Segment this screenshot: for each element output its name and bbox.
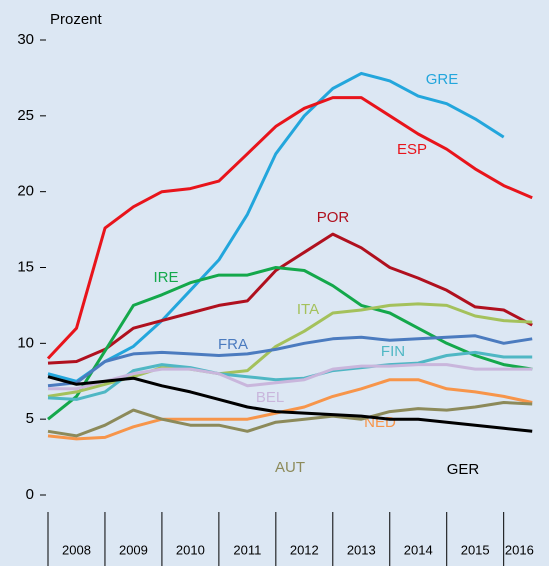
series-line [48,363,533,391]
series-label: GRE [426,71,459,88]
series-label: BEL [256,389,284,406]
series-label: AUT [275,459,305,476]
y-tick-label: 10 [17,334,34,351]
series-label: ITA [297,301,319,318]
x-tick-label: 2010 [176,542,205,557]
x-tick-label: 2012 [290,542,319,557]
x-tick-label: 2011 [233,542,261,557]
series-line [47,375,533,433]
y-tick-label: 5 [26,410,34,427]
series-line [47,334,533,388]
series-line [46,96,533,360]
y-tick-label: 0 [26,486,34,503]
x-tick-label: 2015 [461,542,490,557]
series-line [47,71,505,383]
series-label: ESP [397,141,427,158]
y-tick-label: 25 [17,107,34,124]
series-line [47,266,533,421]
x-tick-label: 2016 [505,542,534,557]
x-tick-label: 2008 [62,542,91,557]
x-tick-label: 2014 [404,542,433,557]
series-label: GER [447,461,480,478]
y-tick-label: 15 [17,258,34,275]
y-axis-label: Prozent [50,11,103,28]
y-tick-label: 30 [17,31,34,48]
y-tick-label: 20 [17,183,34,200]
series-label: FIN [381,343,405,360]
series-label: FRA [218,336,248,353]
series-line [47,378,533,441]
series-line [47,401,533,438]
x-tick-label: 2013 [347,542,376,557]
series-label: IRE [153,269,178,286]
series-label: POR [317,209,350,226]
x-tick-label: 2009 [119,542,148,557]
series-line [47,232,533,365]
